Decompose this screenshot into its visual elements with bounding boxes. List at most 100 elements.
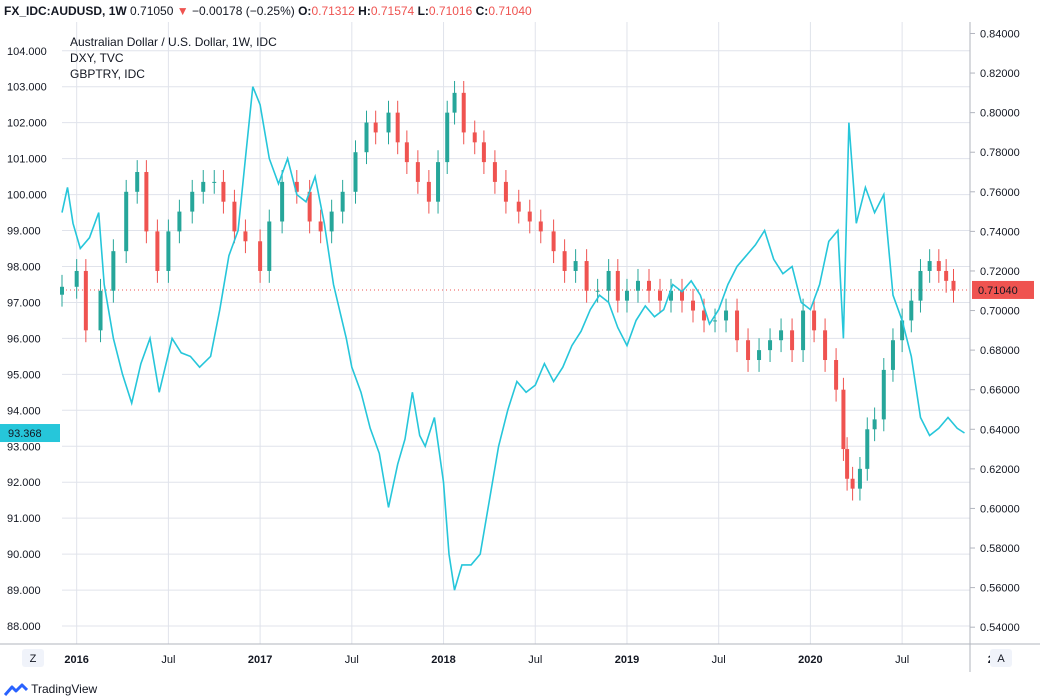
candle-body <box>790 330 795 351</box>
candle-body <box>841 389 846 450</box>
axis-corner-right-label: A <box>997 653 1005 665</box>
dxy-current-badge <box>0 424 60 443</box>
time-tick-label: Jul <box>528 654 542 666</box>
time-tick-label: 2016 <box>64 654 88 666</box>
candle-body <box>691 300 696 311</box>
time-tick-label: Jul <box>345 654 359 666</box>
brand-name: TradingView <box>31 682 98 696</box>
low-label: L: <box>417 4 429 18</box>
time-tick-label: Jul <box>161 654 175 666</box>
candle-body <box>746 340 751 361</box>
candle-body <box>801 310 806 351</box>
candle-body <box>452 92 457 113</box>
right-tick-label: 0.56000 <box>980 583 1020 595</box>
candle-body <box>669 290 674 301</box>
candle-body <box>823 330 828 361</box>
axis-corner-left-bg <box>22 649 44 667</box>
audusd-current-label: 0.71040 <box>978 285 1018 297</box>
candle-body <box>538 221 543 232</box>
candle-body <box>364 122 369 153</box>
candle-body <box>527 211 532 222</box>
axis-corner-left-label: Z <box>30 653 37 665</box>
left-tick-label: 88.000 <box>7 621 41 633</box>
time-tick-label: Jul <box>712 654 726 666</box>
right-tick-label: 0.84000 <box>980 28 1020 40</box>
candle-body <box>850 478 855 489</box>
candle-body <box>492 162 497 182</box>
right-tick-label: 0.76000 <box>980 187 1020 199</box>
candle-body <box>177 211 182 232</box>
candle-body <box>307 191 312 222</box>
candle-body <box>909 300 914 321</box>
candle-body <box>768 340 773 351</box>
candle-body <box>243 231 248 242</box>
symbol-name: FX_IDC:AUDUSD <box>4 4 103 18</box>
symbol-header: FX_IDC:AUDUSD, 1W 0.71050 ▼ −0.00178 (−0… <box>4 4 532 18</box>
candle-body <box>212 181 217 183</box>
candle-body <box>927 261 932 271</box>
tradingview-logo-icon <box>3 683 29 696</box>
candle-body <box>111 251 116 291</box>
candle-body <box>74 270 79 287</box>
candle-body <box>481 142 486 163</box>
candle-body <box>83 270 88 331</box>
time-tick-label: 2019 <box>615 654 639 666</box>
price-chart[interactable]: Australian Dollar / U.S. Dollar, 1W, IDC… <box>0 22 1040 672</box>
left-tick-label: 97.000 <box>7 297 41 309</box>
dxy-current-label: 93.368 <box>8 428 42 440</box>
right-tick-label: 0.78000 <box>980 147 1020 159</box>
candle-body <box>98 290 103 331</box>
right-price-axis[interactable]: 0.54000 0.56000 0.58000 0.60000 0.62000 0.640… <box>969 22 1034 672</box>
axis-corner-right-button[interactable]: A <box>990 649 1012 667</box>
left-tick-label: 104.000 <box>7 46 47 58</box>
legend: Australian Dollar / U.S. Dollar, 1W, IDC… <box>70 35 277 81</box>
candle-body <box>60 286 64 295</box>
candle-body <box>951 280 956 291</box>
candle-body <box>595 290 600 292</box>
left-tick-label: 102.000 <box>7 118 47 130</box>
left-tick-label: 91.000 <box>7 513 41 525</box>
candle-body <box>144 172 149 232</box>
candle-body <box>155 231 160 271</box>
candle-body <box>445 112 450 163</box>
left-tick-label: 103.000 <box>7 82 47 94</box>
audusd-candles <box>60 80 956 501</box>
candle-body <box>436 162 441 202</box>
candle-body <box>353 152 358 192</box>
candle-body <box>415 162 420 182</box>
candle-body <box>702 310 707 321</box>
candle-body <box>426 181 431 202</box>
candle-body <box>373 122 378 133</box>
dxy-series-line <box>61 86 965 591</box>
candle-body <box>900 320 905 341</box>
candle-body <box>936 261 941 271</box>
candle-body <box>395 112 400 143</box>
left-price-axis[interactable]: 88.000 89.000 90.000 91.000 92.000 93.000 94.0… <box>0 46 60 633</box>
right-tick-label: 0.80000 <box>980 108 1020 120</box>
candle-body <box>318 221 323 232</box>
high-label: H: <box>358 4 371 18</box>
tradingview-logo[interactable]: TradingView <box>0 678 300 700</box>
candle-body <box>258 241 263 271</box>
candle-body <box>232 201 237 232</box>
legend-gbptry: GBPTRY, IDC <box>70 67 145 81</box>
candle-body <box>267 221 272 271</box>
time-axis[interactable]: 2016Jul2017Jul2018Jul2019Jul2020Jul20ZA <box>0 643 1040 667</box>
candle-body <box>735 310 740 341</box>
close-value: 0.71040 <box>488 4 532 18</box>
candle-body <box>562 251 567 271</box>
candle-body <box>294 181 299 192</box>
candle-body <box>280 181 285 222</box>
candle-body <box>834 360 839 390</box>
last-price: 0.71050 <box>130 4 174 18</box>
grid-lines <box>62 22 970 644</box>
axis-corner-left-button[interactable]: Z <box>22 649 44 667</box>
candle-body <box>201 181 206 192</box>
right-tick-label: 0.64000 <box>980 424 1020 436</box>
left-tick-label: 98.000 <box>7 261 41 273</box>
candle-body <box>872 419 877 430</box>
axis-corner-right-bg <box>990 649 1012 667</box>
candle-body <box>857 468 862 489</box>
candle-body <box>624 290 629 301</box>
right-tick-label: 0.74000 <box>980 226 1020 238</box>
